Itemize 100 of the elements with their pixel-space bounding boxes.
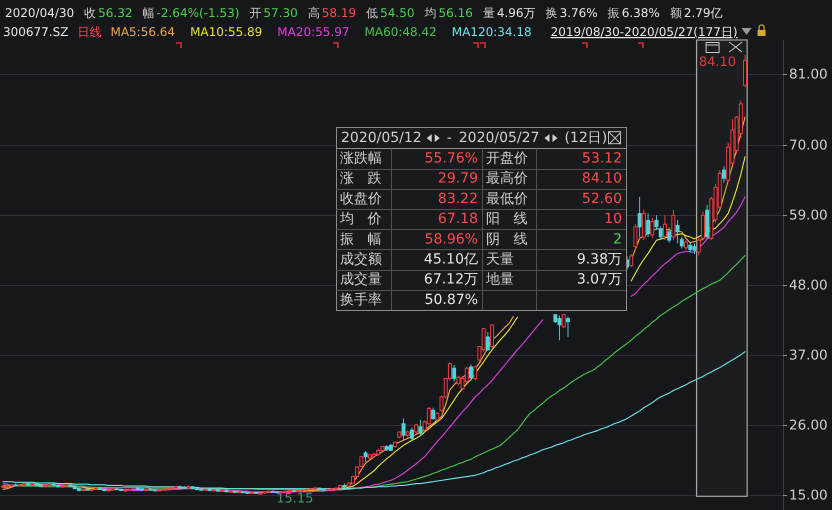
text: 58.19 [322, 6, 356, 20]
candlestick [186, 485, 190, 490]
candlestick [182, 486, 186, 490]
candlestick [102, 488, 106, 492]
candlestick [562, 314, 566, 329]
text: 6.38% [622, 6, 660, 20]
candlestick [696, 236, 701, 256]
candlestick [98, 486, 102, 490]
annotation: 涨跌幅 [340, 150, 382, 166]
candlestick [72, 486, 77, 490]
candlestick [308, 488, 313, 490]
candlestick [321, 488, 326, 492]
annotation: 29.79 [438, 170, 478, 187]
text: 量 [482, 6, 495, 20]
annotation: (12日) [564, 130, 608, 146]
annotation: 15.15 [276, 492, 314, 507]
candlestick [330, 488, 334, 490]
y-tick-label: 15.00 [789, 488, 828, 504]
candlestick [469, 364, 473, 381]
candlestick [288, 489, 292, 492]
candlestick [692, 242, 696, 255]
text: MA60:48.42 [364, 25, 437, 39]
annotation: 67.12万 [424, 272, 478, 288]
candlestick [136, 486, 140, 490]
candlestick [368, 454, 372, 460]
candlestick [140, 488, 144, 492]
text: 4.96万 [496, 6, 536, 20]
text: 收 [84, 6, 96, 20]
candlestick [284, 490, 288, 493]
candlestick [380, 446, 384, 452]
candlestick [119, 488, 124, 492]
text: 56.32 [98, 6, 133, 20]
candlestick [642, 209, 646, 241]
candlestick [220, 489, 224, 492]
candlestick [414, 423, 418, 435]
candlestick [372, 452, 376, 458]
annotation: 最高价 [486, 170, 528, 187]
candlestick [85, 488, 90, 492]
y-tick-label: 59.00 [789, 208, 828, 224]
annotation: 53.12 [582, 150, 622, 166]
candlestick [22, 482, 26, 487]
text: MA20:55.97 [277, 25, 350, 39]
candlestick [148, 488, 153, 492]
candlestick [700, 211, 705, 241]
annotation: 84.10 [698, 55, 736, 70]
text: 54.50 [380, 6, 414, 20]
annotation: 阳 线 [486, 211, 528, 228]
annotation: 2020/05/12 [341, 130, 422, 146]
candlestick [128, 488, 132, 492]
candlestick [9, 484, 14, 488]
candlestick [402, 418, 406, 441]
candlestick [364, 450, 368, 462]
candlestick [456, 375, 460, 386]
text: -2.64%(-1.53) [156, 6, 240, 20]
annotation: - [446, 130, 452, 146]
candlestick [452, 364, 456, 382]
candlestick [486, 331, 490, 352]
candlestick [232, 490, 237, 494]
candlestick [203, 488, 208, 492]
candlestick [676, 219, 680, 244]
annotation: 收盘价 [340, 190, 382, 207]
candlestick [684, 240, 688, 251]
candlestick [300, 488, 304, 492]
annotation: 45.10亿 [424, 251, 478, 268]
candlestick [34, 482, 39, 487]
line-series [2, 351, 746, 490]
candlestick [224, 489, 228, 493]
y-tick-label: 81.00 [789, 66, 828, 82]
text: MA10:55.89 [190, 25, 262, 39]
text: 低 [366, 6, 378, 20]
annotation: 83.22 [438, 190, 478, 207]
candlestick [212, 488, 216, 492]
candlestick [152, 488, 157, 492]
candlestick [262, 490, 266, 494]
annotation: 均 价 [339, 211, 382, 228]
candlestick [658, 226, 663, 241]
candlestick [5, 484, 10, 488]
annotation: 67.18 [438, 211, 478, 228]
candlestick [246, 491, 250, 494]
candlestick [650, 217, 654, 239]
candlestick [123, 488, 128, 492]
candlestick [342, 483, 346, 488]
text: 56.16 [438, 6, 473, 20]
candlestick [680, 236, 684, 249]
text: 3.76% [560, 6, 598, 20]
annotation: 55.76% [424, 150, 478, 166]
candlestick [38, 484, 43, 488]
candlestick [410, 427, 414, 441]
candlestick [165, 488, 170, 490]
annotation: 天量 [486, 251, 514, 268]
candlestick [18, 484, 22, 488]
candlestick [110, 488, 115, 492]
text: 日线 [77, 25, 102, 39]
candlestick [266, 490, 271, 493]
annotation: 涨 跌 [340, 170, 382, 187]
candlestick [743, 54, 748, 88]
candlestick [490, 324, 494, 349]
candlestick [431, 407, 436, 420]
text: 2020/04/30 [5, 6, 74, 20]
annotation: 2 [613, 231, 622, 248]
